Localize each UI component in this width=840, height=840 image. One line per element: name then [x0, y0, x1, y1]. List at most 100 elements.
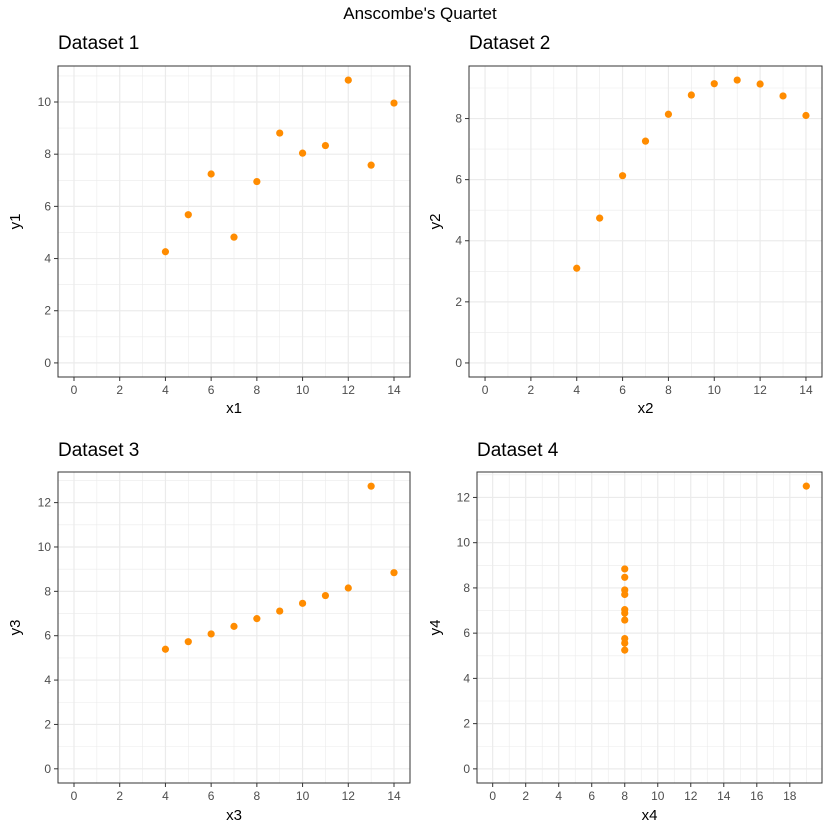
data-point [321, 591, 330, 600]
data-point [276, 129, 284, 137]
x-tick-label: 4 [573, 383, 580, 397]
x-tick-label: 0 [71, 383, 78, 397]
x-tick-label: 4 [162, 383, 169, 397]
data-point [344, 584, 352, 592]
data-point [621, 646, 629, 654]
x-tick-label: 4 [555, 789, 562, 803]
data-point [641, 137, 650, 145]
panel-3: 0 2 4 6 8 10 12 14 0 2 4 6 8 10 12 x3 y3 [7, 471, 411, 824]
x-tick-label: 0 [71, 789, 78, 803]
x-tick-label: 14 [799, 383, 813, 397]
panel-border [476, 471, 823, 784]
x-tick-label: 10 [296, 789, 310, 803]
data-point [596, 214, 604, 222]
points [621, 482, 810, 654]
y-axis-title: y2 [427, 214, 444, 230]
x-tick-label: 6 [208, 383, 215, 397]
x-tick-label: 6 [588, 789, 595, 803]
panel-border [57, 65, 411, 378]
data-point [321, 141, 330, 150]
data-point [161, 645, 170, 653]
x-tick-label: 6 [208, 789, 215, 803]
data-point [621, 573, 629, 581]
y-tick-label: 0 [463, 762, 470, 776]
y-tick-label: 6 [44, 629, 51, 643]
data-point [733, 76, 741, 84]
panel-1: 0 2 4 6 8 10 12 14 0 2 4 6 8 10 x1 y1 [7, 65, 411, 417]
panel-border [468, 65, 823, 378]
panel-title-dataset-1: Dataset 1 [58, 33, 140, 54]
points [161, 482, 398, 653]
x-tick-label: 8 [254, 789, 261, 803]
grid [58, 472, 410, 783]
data-point [161, 248, 170, 256]
x-tick-label: 6 [619, 383, 626, 397]
panel-border [57, 471, 411, 784]
data-point [687, 91, 695, 99]
y-tick-label: 10 [457, 536, 471, 550]
y-tick-label: 10 [38, 95, 52, 109]
data-point [756, 80, 764, 88]
x-tick-label: 8 [621, 789, 628, 803]
x-tick-label: 0 [482, 383, 489, 397]
data-point [230, 233, 238, 241]
y-tick-label: 8 [455, 112, 462, 126]
x-tick-label: 4 [162, 789, 169, 803]
grid [469, 66, 822, 377]
data-point [573, 264, 581, 272]
data-point [802, 111, 810, 120]
data-point [298, 149, 307, 157]
y-tick-label: 8 [44, 147, 51, 161]
data-point [298, 599, 307, 607]
x-tick-label: 12 [684, 789, 698, 803]
y-tick-label: 8 [44, 584, 51, 598]
data-point [621, 565, 629, 573]
y-tick-label: 10 [38, 540, 52, 554]
y-tick-label: 12 [38, 496, 52, 510]
x-tick-label: 12 [753, 383, 767, 397]
data-point [184, 211, 192, 219]
data-point [779, 92, 787, 100]
y-tick-label: 0 [44, 356, 51, 370]
y-tick-label: 4 [455, 234, 462, 248]
x-tick-label: 2 [522, 789, 529, 803]
y-tick-label: 6 [455, 173, 462, 187]
y-axis-title: y3 [7, 620, 24, 636]
data-point [207, 170, 215, 178]
y-axis-title: y4 [427, 620, 444, 636]
data-point [367, 482, 375, 490]
panel-4: 0 2 4 6 8 10 12 14 16 18 0 2 4 6 8 10 12 x4 y4 [427, 471, 823, 824]
y-tick-label: 0 [44, 762, 51, 776]
x-axis-title: x2 [638, 400, 654, 417]
points [573, 76, 810, 272]
grid [58, 66, 410, 377]
data-point [621, 586, 629, 594]
data-point [621, 609, 629, 617]
y-tick-label: 4 [44, 252, 51, 266]
x-tick-label: 0 [489, 789, 496, 803]
y-tick-label: 12 [457, 490, 471, 504]
x-tick-label: 14 [387, 383, 401, 397]
y-tick-label: 2 [463, 717, 470, 731]
x-tick-label: 12 [342, 789, 356, 803]
data-point [664, 110, 673, 118]
x-tick-label: 2 [528, 383, 535, 397]
panel-title-dataset-4: Dataset 4 [477, 440, 559, 461]
x-tick-label: 18 [783, 789, 797, 803]
panel-title-dataset-2: Dataset 2 [469, 33, 551, 54]
y-tick-label: 2 [44, 717, 51, 731]
x-tick-label: 10 [296, 383, 310, 397]
x-tick-label: 10 [708, 383, 722, 397]
data-point [618, 172, 627, 180]
points [161, 76, 398, 256]
data-point [276, 607, 284, 615]
x-axis-title: x3 [226, 807, 242, 824]
panel-2: 0 2 4 6 8 10 12 14 0 2 4 6 8 x2 y2 [427, 65, 823, 417]
data-point [230, 622, 238, 630]
y-tick-label: 4 [463, 671, 470, 685]
page-title: Anscombe's Quartet [343, 4, 497, 23]
x-tick-label: 8 [254, 383, 261, 397]
data-point [390, 569, 398, 577]
x-tick-label: 10 [651, 789, 665, 803]
